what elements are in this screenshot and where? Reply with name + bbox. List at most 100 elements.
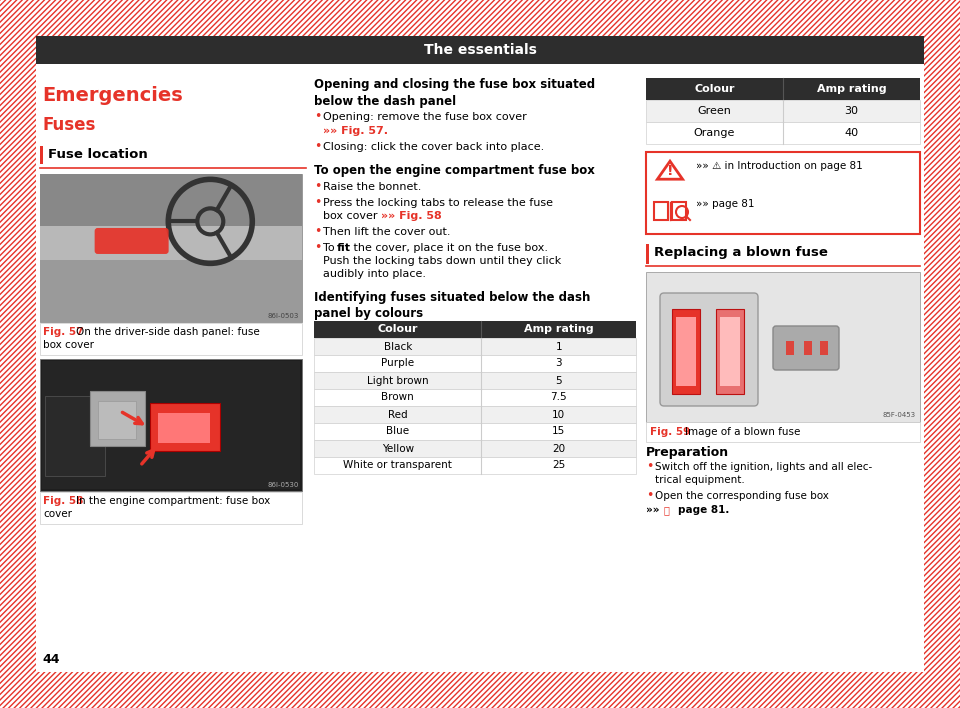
Bar [820,341,828,355]
Text: Yellow: Yellow [382,443,414,454]
Bar [40,359,302,491]
Text: Fuses: Fuses [42,116,95,134]
Text: •: • [314,110,322,123]
Text: •: • [314,241,322,254]
Text: 7.5: 7.5 [550,392,567,403]
Text: Green: Green [698,106,732,116]
Text: 44: 44 [42,653,60,666]
Text: 40: 40 [845,128,858,138]
Bar [0,672,960,708]
Text: Identifying fuses situated below the dash
panel by colours: Identifying fuses situated below the das… [314,291,590,321]
Text: 25: 25 [552,460,565,471]
Text: fit: fit [337,243,351,253]
FancyBboxPatch shape [660,293,758,406]
Bar [646,100,920,122]
Bar [720,317,740,386]
Text: page 81.: page 81. [678,505,730,515]
Text: 86I-0530: 86I-0530 [268,482,299,488]
Text: Emergencies: Emergencies [42,86,182,105]
Text: Blue: Blue [386,426,409,437]
Text: The essentials: The essentials [423,43,537,57]
Text: Then lift the cover out.: Then lift the cover out. [323,227,450,237]
Text: •: • [646,489,654,502]
Text: •: • [314,225,322,238]
Text: •: • [314,196,322,209]
Text: 86I-0503: 86I-0503 [268,313,299,319]
Text: »» page 81: »» page 81 [696,199,755,209]
Text: •: • [314,140,322,153]
Text: To: To [323,243,338,253]
Bar [45,396,105,476]
Text: Amp rating: Amp rating [524,324,593,334]
Bar [314,355,636,372]
Text: Amp rating: Amp rating [817,84,886,94]
Bar [314,389,636,406]
Bar [646,152,920,234]
Bar [646,78,920,100]
Text: Opening and closing the fuse box situated
below the dash panel: Opening and closing the fuse box situate… [314,78,595,108]
Bar [40,260,302,322]
Text: 85F-0453: 85F-0453 [883,412,916,418]
Bar [314,338,636,355]
Text: Preparation: Preparation [646,446,730,459]
Text: Colour: Colour [694,84,734,94]
Bar [42,361,300,489]
Text: »» ⚠ in Introduction on page 81: »» ⚠ in Introduction on page 81 [696,161,863,171]
Text: Press the locking tabs to release the fuse: Press the locking tabs to release the fu… [323,198,553,208]
Bar [646,272,920,422]
Bar [672,309,700,394]
Text: »» Fig. 58: »» Fig. 58 [381,211,442,221]
Bar [0,0,960,36]
Text: 📖: 📖 [664,505,670,515]
Text: •: • [314,180,322,193]
Bar [314,321,636,338]
Text: trical equipment.: trical equipment. [655,475,745,485]
FancyBboxPatch shape [95,228,169,254]
Text: Brown: Brown [381,392,414,403]
Text: •: • [646,460,654,473]
Bar [40,492,302,524]
Text: Fuse location: Fuse location [48,148,148,161]
Text: box cover: box cover [43,340,94,350]
Text: 20: 20 [552,443,565,454]
Bar [150,403,220,451]
Text: cover: cover [43,509,72,519]
Text: Purple: Purple [381,358,415,368]
Bar [924,0,960,708]
Text: 15: 15 [552,426,565,437]
Text: »»: »» [646,505,660,515]
FancyBboxPatch shape [773,326,839,370]
Text: 30: 30 [845,106,858,116]
Text: 1: 1 [556,341,562,351]
Bar [672,202,686,220]
Bar [36,36,924,672]
Text: Red: Red [388,409,408,420]
Text: Push the locking tabs down until they click: Push the locking tabs down until they cl… [323,256,562,266]
Text: Raise the bonnet.: Raise the bonnet. [323,182,421,192]
Bar [314,372,636,389]
Text: Light brown: Light brown [367,375,428,385]
Bar [158,413,210,443]
Text: audibly into place.: audibly into place. [323,269,426,279]
Text: Orange: Orange [694,128,735,138]
Text: Fig. 57: Fig. 57 [43,327,84,337]
Text: Image of a blown fuse: Image of a blown fuse [685,427,801,437]
Text: 5: 5 [556,375,562,385]
Polygon shape [658,161,683,179]
Bar [40,146,43,164]
Text: Open the corresponding fuse box: Open the corresponding fuse box [655,491,828,501]
Text: 10: 10 [552,409,565,420]
Bar [36,36,924,64]
Text: 3: 3 [556,358,562,368]
Text: On the driver-side dash panel: fuse: On the driver-side dash panel: fuse [76,327,260,337]
Bar [98,401,136,439]
Text: Fig. 59: Fig. 59 [650,427,690,437]
Text: White or transparent: White or transparent [344,460,452,471]
Bar [40,323,302,355]
Text: Colour: Colour [377,324,418,334]
Bar [804,341,812,355]
Bar [786,341,794,355]
Bar [646,122,920,144]
Bar [0,0,36,708]
Bar [716,309,744,394]
